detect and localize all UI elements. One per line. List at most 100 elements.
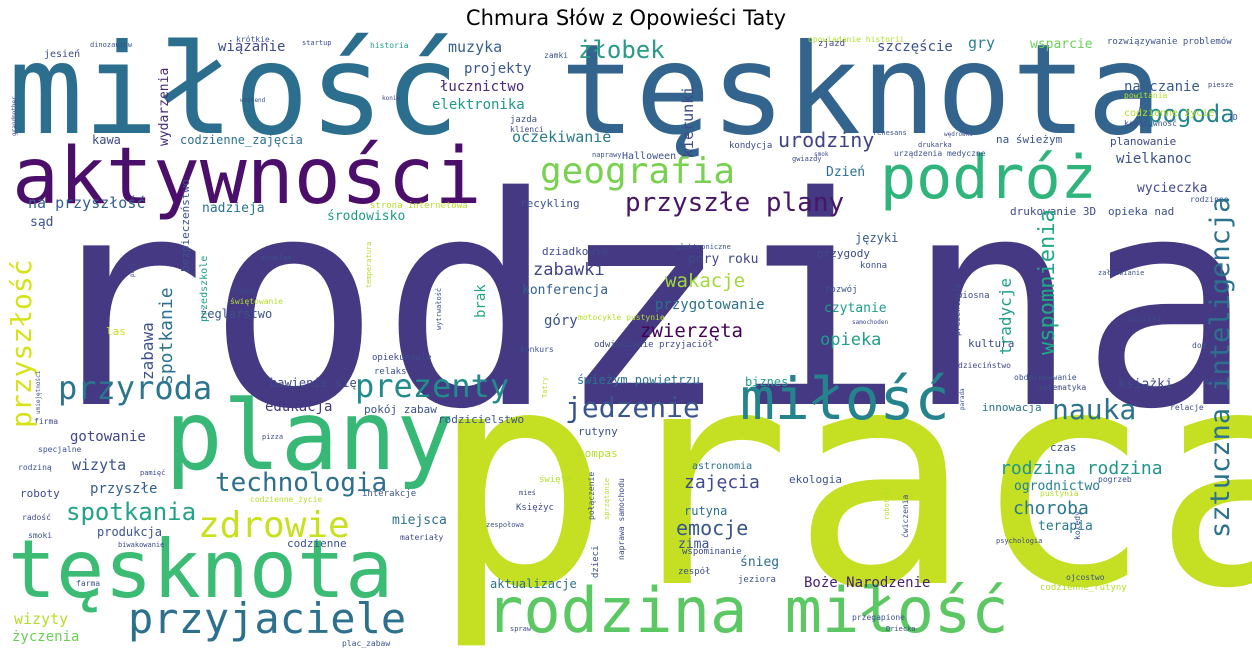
word-drukowanie-3d: drukowanie 3D	[1010, 205, 1097, 218]
word-polaczenie: połączenie	[587, 471, 596, 520]
word-wizyta: wizyta	[72, 456, 127, 474]
word-sprzatanie: sprzątanie	[603, 477, 611, 520]
word-plac-zabaw: plac_zabaw	[342, 639, 391, 648]
word-drukarka: drukarka	[918, 141, 952, 149]
word-rodzina-milosc: rodzina miłość	[486, 574, 1009, 647]
word-pizza: pizza	[262, 433, 284, 441]
word-opiekunowie: opiekunowie	[372, 353, 432, 363]
word-przygody: przygody	[817, 247, 870, 260]
word-klienci: klienci	[510, 125, 544, 134]
word-aktualizacje: aktualizacje	[490, 577, 577, 591]
word-zalatwianie: załatwianie	[1098, 269, 1145, 277]
word-nauczanie: nauczanie	[1124, 79, 1200, 95]
word-gotowanie: gotowanie	[70, 429, 146, 445]
word-cwiczenia: ćwiczenia	[901, 494, 910, 538]
word-kierunki: kierunki	[679, 85, 697, 158]
word-kultura: kultura	[968, 337, 1015, 350]
word-wizyty: wizyty	[14, 610, 69, 628]
word-relaks: relaks	[374, 367, 407, 377]
word-pamiec: pamięć	[140, 469, 166, 477]
word-koledy: kolędy	[1073, 511, 1082, 540]
word-zamki: zamki	[544, 51, 569, 60]
word-elektroniczne: elektroniczne	[676, 243, 731, 251]
word-smoki: smoki	[28, 531, 53, 540]
word-biwakowanie: biwakowanie	[118, 541, 165, 549]
word-urodziny: urodziny	[778, 128, 875, 152]
word-na-przyszlosc: na przyszłość	[28, 194, 146, 212]
word-kompas: kompas	[578, 447, 618, 460]
word-wakacje: wakacje	[665, 270, 746, 292]
word-nauka: nauka	[1052, 393, 1137, 426]
word-interakcje: interakcje	[362, 489, 417, 499]
word-wycieczka: wycieczka	[1137, 181, 1208, 196]
word-park: park	[129, 262, 136, 277]
word-radosc: radość	[22, 513, 51, 522]
word-farma: farma	[76, 579, 101, 588]
word-parada: parada	[959, 388, 966, 410]
word-zjazd: zjazd	[818, 39, 846, 49]
word-dziadkowie: dziadkowie	[542, 245, 609, 258]
word-swiezym-powietrzu: świeżym powietrzu	[577, 373, 700, 387]
word-rutyna: rutyna	[684, 504, 728, 518]
word-zespol: zespół	[678, 567, 711, 577]
word-srodowisko: środowisko	[327, 209, 406, 224]
word-zabawki: zabawki	[533, 260, 605, 280]
word-codzienne-zycie: codzienne życie	[1124, 108, 1215, 119]
word-edukacja: edukacja	[265, 399, 333, 415]
word-snieg: śnieg	[740, 555, 780, 570]
word-astronomia: astronomia	[692, 461, 753, 472]
word-samochoden: samochoden	[852, 319, 889, 326]
word-innowacja: innowacja	[982, 401, 1042, 414]
word-na-swiezym: na świeżym	[996, 133, 1063, 146]
word-produkcja: produkcja	[97, 525, 163, 539]
word-obdarowywanie: obdarowywanie	[1014, 373, 1077, 382]
word-ojcostwo: ojcostwo	[1066, 573, 1105, 582]
word-naprawa-samochodu: naprawa samochodu	[617, 478, 626, 560]
word-wspomnienia: wspomnienia	[1035, 209, 1060, 355]
word-strona-internetowa: strona internetowa	[370, 201, 468, 211]
word-gory: góry	[544, 313, 578, 329]
word-podroz: podróż	[880, 143, 1097, 213]
word-pokoj-zabaw: pokój zabaw	[364, 403, 437, 416]
word-codzienne-zycie-u: codzienne_życie	[250, 495, 323, 504]
word-biznes: biznes	[745, 375, 789, 389]
word-choroba: choroba	[1013, 498, 1089, 519]
word-opowiadanie-historii: opowiadanie historii	[808, 35, 905, 44]
word-wspominanie: wspominanie	[682, 547, 742, 557]
word-nadzieja: nadzieja	[202, 201, 265, 216]
word-dzien: Dzień	[826, 165, 866, 180]
word-zima: zima	[678, 537, 710, 552]
word-brak: brak	[473, 284, 489, 318]
word-renesans: renesans	[873, 129, 907, 137]
word-tesknota-large: tęsknota	[560, 18, 1163, 163]
word-lucznictwo: łucznictwo	[440, 79, 525, 95]
word-dom: dom	[1192, 341, 1207, 350]
word-prezentacje: prezentacje	[953, 283, 962, 336]
word-tatry: Tatry	[541, 376, 549, 398]
word-ksiezyc: Księżyc	[516, 503, 554, 513]
word-rodzicielstwo: rodzicielstwo	[438, 413, 525, 426]
word-dinozaurow: dinozaurów	[90, 41, 133, 49]
word-rozwoj: rozwój	[825, 285, 858, 295]
word-projekty: projekty	[464, 61, 532, 77]
word-jezyki: języki	[855, 231, 899, 245]
word-zwierzeta: zwierzęta	[640, 320, 743, 342]
word-przyroda: przyroda	[58, 369, 213, 407]
word-jeziora: jeziora	[738, 575, 776, 585]
word-wielkanoc: wielkanoc	[1116, 151, 1192, 167]
word-zabawa: zabawa	[138, 322, 157, 380]
word-swieta: święta	[539, 475, 572, 485]
word-emocje: emocje	[676, 516, 749, 540]
word-spotkanie: spotkanie	[156, 287, 177, 385]
word-dzieci: dzieci	[591, 545, 601, 578]
word-motocykle-pustynie: motocykle pustynie	[578, 313, 665, 322]
word-piesze: piesze	[1208, 81, 1234, 89]
word-dziecinstwo: dzieciństwo	[958, 361, 1011, 370]
word-technologia: technologia	[215, 468, 388, 498]
word-milosc-medium: miłość	[740, 365, 950, 433]
word-pustynia: pustynia	[1040, 489, 1079, 498]
word-przyszle-plany: przyszłe plany	[625, 188, 845, 218]
word-zyczenia: życzenia	[12, 629, 80, 645]
word-wytrwalosc: wytrwałość	[435, 287, 443, 330]
